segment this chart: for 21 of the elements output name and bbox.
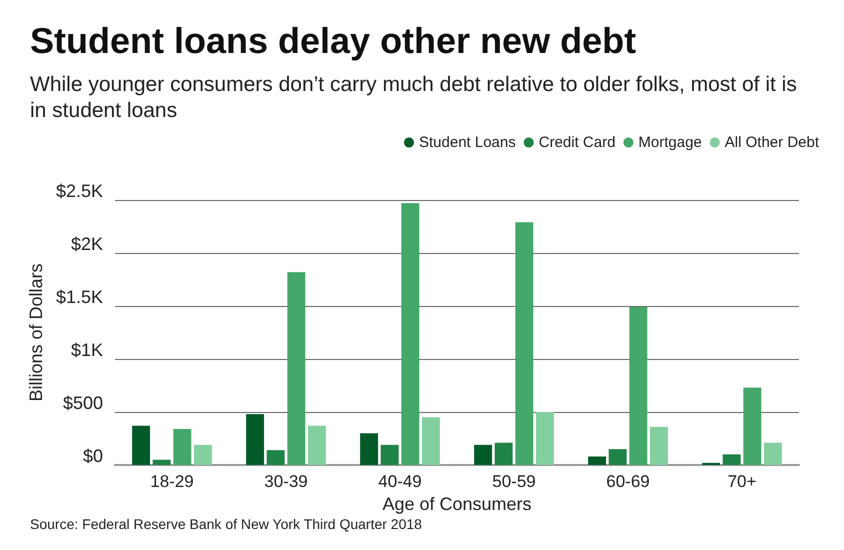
y-tick-label: $2K bbox=[70, 234, 103, 254]
x-tick-label: 60-69 bbox=[606, 472, 650, 491]
y-tick-label: $2.5K bbox=[56, 181, 103, 201]
chart-subtitle: While younger consumers don’t carry much debt relative to older folks, most of it is in student loans bbox=[30, 72, 798, 124]
x-tick-label: 50-59 bbox=[492, 472, 536, 491]
x-tick-label: 70+ bbox=[728, 472, 756, 491]
y-tick-label: $500 bbox=[62, 393, 103, 413]
x-tick-label: 40-49 bbox=[378, 472, 422, 491]
y-tick-label: $0 bbox=[82, 446, 103, 466]
x-tick-label: 30-39 bbox=[264, 472, 308, 491]
legend-label: Mortgage bbox=[638, 134, 702, 151]
y-axis-title: Billions of Dollars bbox=[26, 263, 46, 402]
chart-title: Student loans delay other new debt bbox=[30, 20, 636, 62]
x-tick-label: 18-29 bbox=[150, 472, 194, 491]
y-tick-label: $1K bbox=[70, 340, 103, 360]
y-tick-label: $1.5K bbox=[56, 287, 103, 307]
legend-label: Credit Card bbox=[538, 134, 616, 151]
legend-label: All Other Debt bbox=[724, 134, 820, 151]
x-axis-title: Age of Consumers bbox=[382, 494, 532, 514]
legend-label: Student Loans bbox=[418, 134, 516, 151]
source-note: Source: Federal Reserve Bank of New York Third Quarter 2018 bbox=[30, 516, 422, 532]
